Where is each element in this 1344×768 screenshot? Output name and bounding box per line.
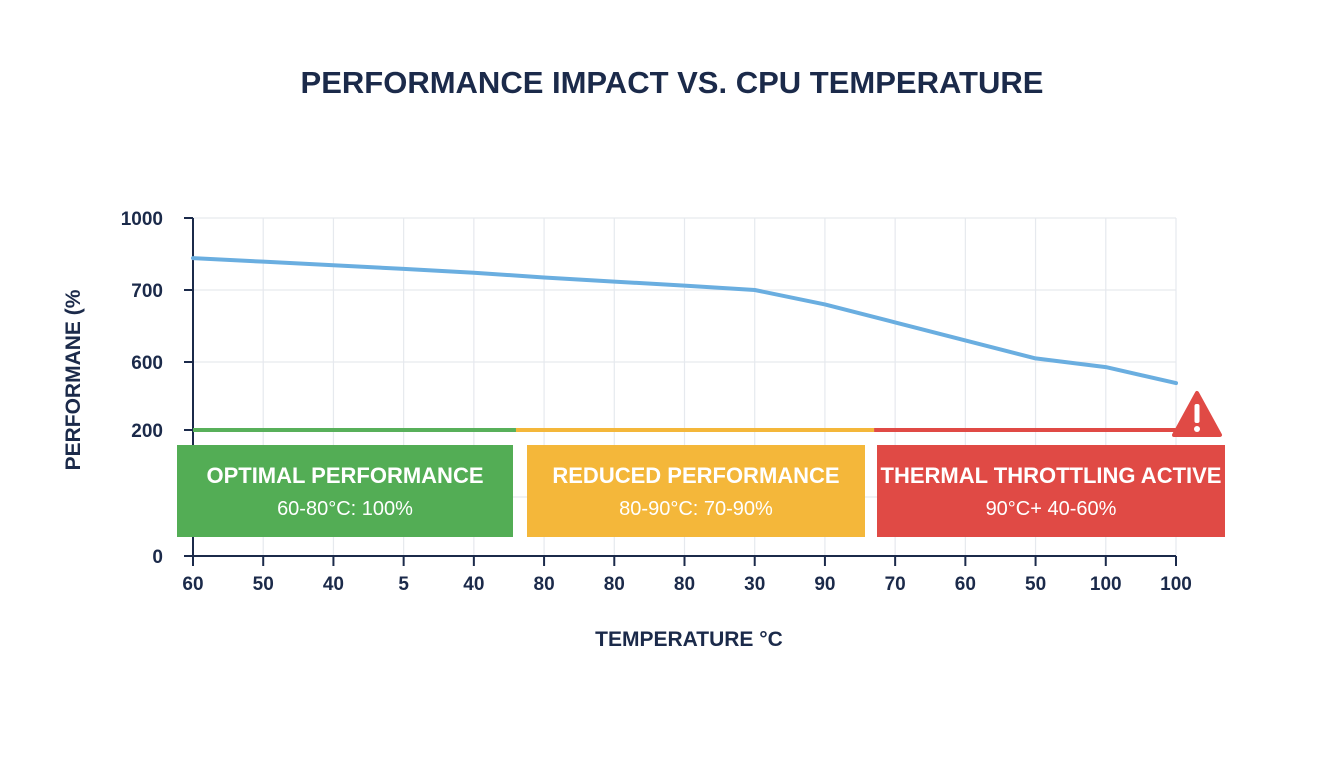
x-tick-label: 70: [885, 574, 906, 595]
zone-subtitle: 90°C+ 40-60%: [986, 498, 1117, 520]
zone-title: OPTIMAL PERFORMANCE: [206, 463, 483, 488]
y-tick-label: 0: [152, 547, 163, 568]
chart-title: PERFORMANCE IMPACT VS. CPU TEMPERATURE: [301, 65, 1044, 100]
x-ticks: 60 50 40 5 40 80 80 80 30 90 70 60 50 100 100: [182, 556, 1192, 595]
x-tick-label: 50: [1025, 574, 1046, 595]
y-tick-label: 1000: [121, 209, 163, 230]
zone-box: OPTIMAL PERFORMANCE 60-80°C: 100%: [177, 445, 513, 537]
zones: OPTIMAL PERFORMANCE 60-80°C: 100% REDUCED …: [177, 445, 1225, 537]
zone-title: THERMAL THROTTLING ACTIVE: [881, 463, 1222, 488]
x-tick-label: 90: [814, 574, 835, 595]
y-tick-label: 200: [131, 421, 163, 442]
x-tick-label: 80: [604, 574, 625, 595]
y-tick-label: 700: [131, 281, 163, 302]
x-tick-label: 40: [323, 574, 344, 595]
zone-box: THERMAL THROTTLING ACTIVE 90°C+ 40-60%: [877, 445, 1225, 537]
zone-background: [527, 445, 865, 537]
zone-background: [177, 445, 513, 537]
zone-subtitle: 60-80°C: 100%: [277, 498, 413, 520]
y-ticks: 0 200 600 700 1000: [121, 209, 193, 568]
x-tick-label: 30: [744, 574, 765, 595]
x-tick-label: 50: [253, 574, 274, 595]
zone-title: REDUCED PERFORMANCE: [552, 463, 839, 488]
x-tick-label: 60: [955, 574, 976, 595]
x-tick-label: 60: [182, 574, 203, 595]
zone-subtitle: 80-90°C: 70-90%: [619, 498, 773, 520]
x-tick-label: 100: [1160, 574, 1192, 595]
x-tick-label: 80: [534, 574, 555, 595]
x-tick-label: 5: [398, 574, 409, 595]
performance-line: [191, 256, 1178, 386]
y-tick-label: 600: [131, 353, 163, 374]
zone-box: REDUCED PERFORMANCE 80-90°C: 70-90%: [527, 445, 865, 537]
y-axis-label: PERFORMANE (%: [62, 289, 85, 470]
x-tick-label: 100: [1090, 574, 1122, 595]
x-tick-label: 40: [463, 574, 484, 595]
warning-triangle-icon: [1172, 391, 1222, 437]
zone-background: [877, 445, 1225, 537]
x-tick-label: 80: [674, 574, 695, 595]
x-axis-label: TEMPERATURE °C: [595, 628, 783, 651]
